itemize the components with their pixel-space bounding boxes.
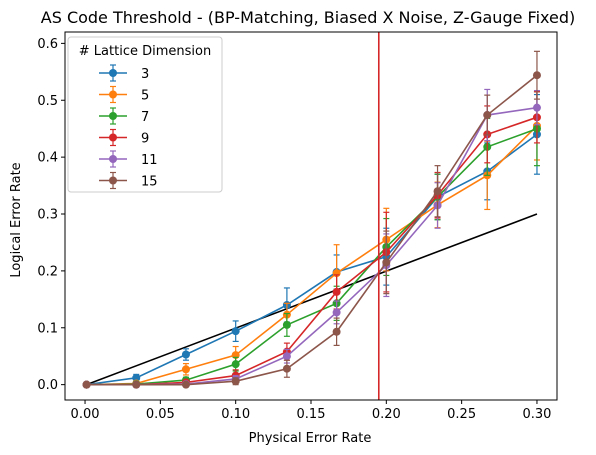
data-point — [332, 327, 341, 336]
legend-title: # Lattice Dimension — [79, 44, 211, 59]
x-tick-label: 0.30 — [522, 407, 551, 422]
data-point — [231, 377, 240, 386]
legend-entry-11: 11 — [99, 150, 158, 168]
legend-label: 9 — [141, 132, 149, 147]
x-axis: 0.00 0.05 0.10 0.15 0.20 0.25 0.30 — [71, 400, 551, 422]
legend-entry-7: 7 — [99, 107, 149, 125]
legend-label: 5 — [141, 89, 149, 104]
data-point — [282, 320, 291, 329]
y-tick-label: 0.5 — [37, 94, 58, 109]
legend-marker — [109, 155, 117, 163]
data-point — [433, 187, 442, 196]
x-tick-label: 0.10 — [221, 407, 250, 422]
data-point — [332, 287, 341, 296]
x-tick-label: 0.20 — [372, 407, 401, 422]
legend-box — [67, 36, 223, 193]
data-point — [181, 365, 190, 374]
y-tick-label: 0.4 — [37, 151, 58, 166]
legend-label: 15 — [141, 175, 158, 190]
legend-marker — [109, 112, 117, 120]
y-axis: 0.0 0.1 0.2 0.3 0.4 0.5 0.6 — [37, 37, 65, 393]
y-tick-label: 0.1 — [37, 321, 58, 336]
legend-entry-9: 9 — [99, 128, 149, 147]
x-tick-label: 0.15 — [297, 407, 326, 422]
legend-items: 3 5 7 9 11 15 — [99, 64, 158, 190]
y-tick-label: 0.2 — [37, 264, 58, 279]
data-point — [282, 352, 291, 361]
legend-marker — [109, 69, 117, 77]
data-point — [282, 364, 291, 373]
legend-marker — [109, 176, 117, 185]
x-axis-label: Physical Error Rate — [249, 431, 372, 446]
series-line — [86, 133, 538, 386]
data-point — [483, 111, 492, 120]
data-point — [231, 360, 240, 369]
x-tick-label: 0.25 — [447, 407, 476, 422]
series-line — [86, 127, 538, 386]
y-tick-label: 0.3 — [37, 208, 58, 223]
data-point — [382, 258, 391, 267]
data-point — [532, 71, 541, 80]
series-line — [86, 116, 538, 386]
legend-entry-5: 5 — [99, 85, 149, 104]
series-line — [86, 74, 538, 386]
y-tick-label: 0.6 — [37, 37, 58, 52]
x-tick-label: 0.00 — [71, 407, 100, 422]
data-point — [132, 373, 141, 382]
legend-marker — [109, 133, 117, 142]
y-tick-label: 0.0 — [37, 378, 58, 393]
legend-label: 11 — [141, 153, 158, 168]
data-point — [332, 308, 341, 317]
data-point — [132, 380, 141, 389]
reference-line — [86, 213, 538, 386]
legend-entry-3: 3 — [99, 64, 149, 82]
data-point — [82, 380, 91, 389]
plot-area — [64, 31, 558, 401]
data-point — [181, 380, 190, 389]
data-point — [532, 103, 541, 112]
series-15 — [82, 50, 541, 389]
chart-title: AS Code Threshold - (BP-Matching, Biased… — [41, 8, 575, 27]
y-axis-label: Logical Error Rate — [9, 162, 24, 277]
legend: # Lattice Dimension 3 5 7 9 11 15 — [67, 36, 223, 193]
x-tick-label: 0.05 — [146, 407, 175, 422]
data-point — [231, 327, 240, 336]
data-point — [181, 350, 190, 359]
legend-label: 7 — [141, 110, 149, 125]
series-line — [86, 125, 538, 386]
legend-entry-15: 15 — [99, 171, 158, 190]
legend-marker — [109, 90, 117, 99]
legend-label: 3 — [141, 67, 149, 82]
